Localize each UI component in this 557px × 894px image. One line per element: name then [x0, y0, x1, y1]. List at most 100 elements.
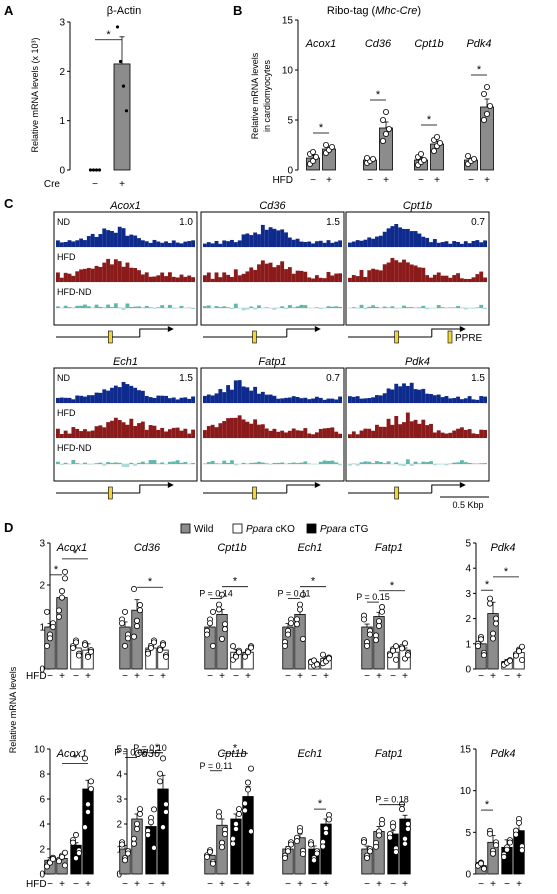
panel-d-point	[218, 635, 225, 642]
tss-arrow-head	[167, 326, 174, 332]
panel-b-title-prefix: Ribo-tag (	[327, 5, 376, 17]
track-hfd-bin	[203, 275, 207, 282]
track-diff-bin	[444, 464, 449, 466]
track-hfd-bin	[210, 424, 215, 438]
panel-d-point	[229, 835, 236, 842]
panel-d-point	[130, 835, 137, 842]
track-diff-bin	[226, 462, 231, 464]
track-nd-bin	[75, 240, 80, 247]
track-nd-bin	[117, 387, 122, 403]
panel-d-point	[125, 635, 132, 642]
track-hfd-bin	[307, 277, 312, 282]
track-hfd-bin	[56, 428, 60, 438]
track-nd-bin	[417, 233, 422, 247]
track-hfd-bin	[421, 419, 426, 438]
track-nd-bin	[264, 229, 269, 247]
track-diff-bin	[210, 460, 215, 464]
panel-d-gene-label: Fatp1	[375, 748, 403, 760]
track-nd-bin	[222, 392, 227, 403]
track-hfd-bin	[206, 272, 211, 282]
panel-d-point	[287, 841, 294, 848]
track-nd-bin	[355, 240, 360, 247]
track-hfd-bin	[164, 276, 168, 282]
track-hfd-bin	[456, 428, 460, 438]
track-diff-bin	[79, 305, 84, 308]
panel-d-point	[293, 838, 300, 845]
panel-d-point	[62, 575, 69, 582]
track-hfd-bin	[98, 425, 103, 438]
panel-d-point	[136, 601, 143, 608]
panel-d-point	[232, 825, 239, 832]
track-diff-bin	[233, 303, 238, 308]
track-hfd-bin	[318, 428, 323, 438]
panel-d-point	[221, 626, 228, 633]
track-diff-bin	[348, 464, 352, 466]
track-hfd-bin	[409, 264, 414, 282]
track-nd-bin	[382, 231, 387, 247]
panel-d-point	[299, 591, 306, 598]
panel-d-point	[500, 853, 507, 860]
panel-b-point	[436, 139, 443, 146]
panel-d-point	[221, 621, 228, 628]
track-nd-bin	[83, 396, 87, 403]
track-diff-bin	[137, 306, 141, 308]
track-nd-bin	[334, 241, 339, 247]
track-hfd-bin	[467, 278, 472, 282]
track-nd-bin	[106, 230, 111, 247]
panel-d-point	[122, 642, 129, 649]
track-diff-bin	[218, 307, 223, 308]
track-diff-bin	[287, 305, 292, 308]
panel-b-xtick-label: −	[418, 175, 424, 186]
panel-d-point	[492, 842, 499, 849]
track-nd-bin	[276, 230, 281, 247]
track-diff-bin	[167, 461, 172, 464]
panel-d-point	[162, 801, 169, 808]
panel-d-point	[519, 656, 526, 663]
track-diff-bin	[425, 308, 430, 310]
panel-d-xtick-label: +	[516, 671, 522, 682]
panel-d-point	[503, 846, 510, 853]
track-nd-bin	[303, 397, 308, 403]
track-hfd-bin	[291, 428, 296, 438]
panel-d-gene-label: Fatp1	[375, 542, 403, 554]
panel-d-point	[360, 616, 367, 623]
panel-d-point	[133, 820, 140, 827]
track-nd-bin	[330, 398, 335, 403]
track-nd-bin	[456, 241, 460, 247]
track-nd-bin	[144, 241, 149, 247]
track-hfd-bin	[386, 262, 391, 282]
track-hfd-bin	[156, 429, 161, 438]
track-diff-bin	[363, 461, 368, 464]
track-nd-bin	[295, 238, 300, 247]
track-diff-bin	[483, 463, 487, 464]
track-nd-bin	[363, 398, 368, 403]
track-hfd-bin	[334, 273, 339, 282]
track-diff-bin	[359, 304, 364, 308]
panel-d-point	[363, 642, 370, 649]
panel-d-point	[247, 644, 254, 651]
track-hfd-bin	[280, 430, 285, 438]
panel-d-row1-ytick-label: 4	[465, 564, 471, 575]
panel-d-row1-ytick-label: 5	[465, 539, 471, 550]
panel-d-xtick-label: +	[160, 879, 166, 890]
panel-d-point	[136, 607, 143, 614]
ppre-box	[252, 330, 257, 344]
track-nd-bin	[94, 236, 99, 247]
track-nd-bin	[475, 240, 480, 247]
track-nd-bin	[272, 395, 277, 403]
panel-d-xtick-label: −	[207, 879, 213, 890]
panel-b-point	[483, 111, 490, 118]
track-diff-bin	[156, 307, 161, 308]
panel-d-xtick-label: +	[376, 879, 382, 890]
track-nd-bin	[206, 394, 211, 403]
track-nd-bin	[179, 397, 184, 403]
track-nd-bin	[237, 240, 242, 247]
track-hfd-bin	[425, 275, 430, 282]
track-row-label: HFD-ND	[57, 443, 92, 453]
track-hfd-bin	[303, 271, 308, 282]
track-hfd-bin	[390, 424, 395, 438]
track-hfd-bin	[133, 267, 138, 282]
panel-d-gene-label: Cpt1b	[217, 748, 246, 760]
track-nd-bin	[322, 242, 327, 247]
